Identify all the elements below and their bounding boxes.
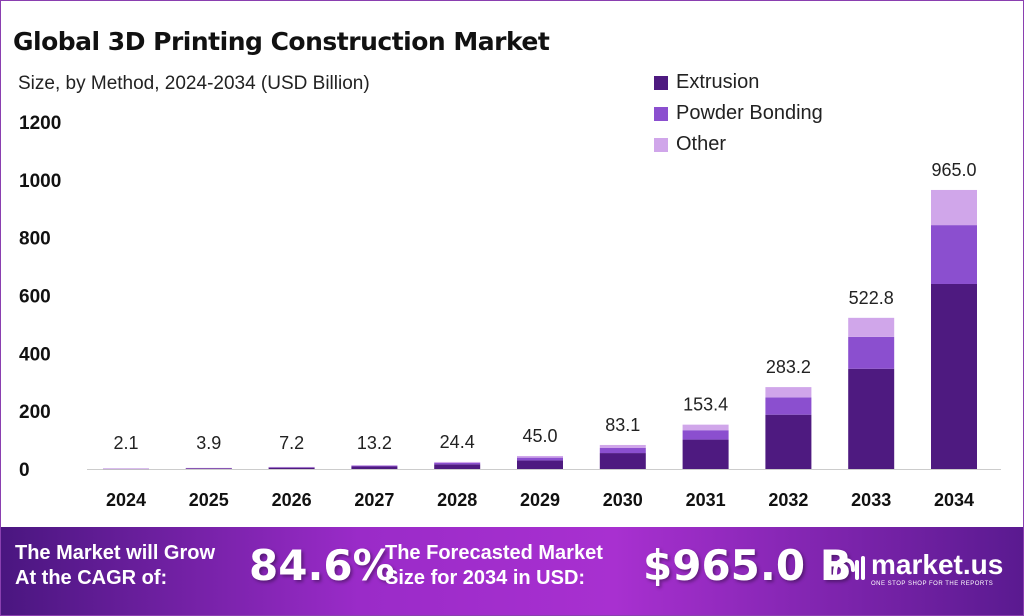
bar-powder-bonding-2026 [268,467,315,468]
x-tick-label: 2025 [189,490,229,510]
logo-text: market.us [871,549,1004,580]
bar-other-2024 [103,468,149,469]
bar-extrusion-2027 [351,466,398,469]
total-label: 153.4 [683,395,728,415]
y-tick-label: 1200 [19,113,61,134]
bar-chart: 0 200 400 600 800 1000 1200 2.1 2024 3.9 2025 7.2 20… [19,113,1001,510]
bar-extrusion-2034 [931,283,977,469]
bar-extrusion-2025 [185,468,232,469]
total-label: 45.0 [522,426,557,446]
legend-item-powder-bonding: Powder Bonding [654,98,823,129]
total-label: 283.2 [766,357,811,377]
bar-extrusion-2031 [682,439,729,469]
legend: Extrusion Powder Bonding Other [654,67,823,160]
legend-label: Powder Bonding [676,102,823,124]
cagr-value: 84.6% [249,541,395,590]
legend-item-other: Other [654,129,823,160]
forecast-label-line: Size for 2034 in USD: [385,567,586,589]
total-label: 2.1 [113,433,138,453]
bar-extrusion-2029 [517,460,563,469]
total-label: 965.0 [931,160,976,180]
legend-label: Other [676,133,727,155]
chart-subtitle: Size, by Method, 2024-2034 (USD Billion) [18,73,370,94]
y-tick-label: 400 [19,344,51,365]
forecast-value: $965.0 B [643,541,852,590]
x-tick-label: 2034 [934,490,974,510]
x-tick-label: 2032 [768,490,808,510]
forecast-label: The Forecasted Market Size for 2034 in US… [385,541,603,591]
bar-powder-bonding-2029 [517,457,563,461]
bar-powder-bonding-2030 [599,448,646,454]
logo-icon [833,556,865,580]
bar-extrusion-2026 [268,467,315,469]
bar-other-2033 [848,317,895,337]
x-tick-label: 2027 [354,490,394,510]
y-tick-label: 1000 [19,171,61,192]
logo-tagline: ONE STOP SHOP FOR THE REPORTS [871,581,994,587]
forecast-label-line: The Forecasted Market [385,542,603,564]
market-us-logo: market.us ONE STOP SHOP FOR THE REPORTS [831,549,1003,587]
y-tick-label: 600 [19,287,51,308]
bar-other-2032 [765,387,812,398]
summary-banner: The Market will Grow At the CAGR of: 84.6… [1,527,1023,615]
legend-label: Extrusion [676,71,760,93]
total-label: 3.9 [196,433,221,453]
x-tick-label: 2031 [686,490,726,510]
y-tick-label: 200 [19,402,51,423]
legend-swatch [654,137,668,152]
bar-powder-bonding-2027 [351,465,398,467]
cagr-label-line: The Market will Grow [15,542,216,564]
cagr-label: The Market will Grow At the CAGR of: [15,541,215,591]
x-tick-label: 2029 [520,490,560,510]
bar-extrusion-2030 [599,453,646,469]
bar-other-2026 [268,466,315,468]
bar-other-2034 [931,189,977,226]
x-tick-label: 2030 [603,490,643,510]
cagr-label-line: At the CAGR of: [15,567,168,589]
bar-powder-bonding-2033 [848,336,895,369]
y-tick-label: 800 [19,229,51,250]
bar-other-2027 [351,465,398,466]
bar-extrusion-2028 [434,464,481,469]
bar-powder-bonding-2028 [434,462,481,465]
y-tick-label: 0 [19,460,30,481]
bar-other-2025 [185,467,232,469]
bar-extrusion-2033 [848,368,895,469]
total-label: 13.2 [357,433,392,453]
chart-title: Global 3D Printing Construction Market [13,27,550,56]
bar-extrusion-2032 [765,414,812,469]
legend-swatch [654,75,668,90]
x-tick-label: 2033 [851,490,891,510]
bar-other-2029 [517,455,563,458]
bar-other-2031 [682,424,729,431]
total-label: 83.1 [605,415,640,435]
total-label: 24.4 [440,432,475,452]
x-tick-label: 2026 [272,490,312,510]
bar-other-2028 [434,461,481,463]
bar-powder-bonding-2034 [931,225,977,284]
total-label: 7.2 [279,433,304,453]
total-label: 522.8 [849,288,894,308]
legend-swatch [654,106,668,121]
bar-other-2030 [599,444,646,449]
x-tick-label: 2028 [437,490,477,510]
x-tick-label: 2024 [106,490,146,510]
bar-powder-bonding-2031 [682,430,729,440]
legend-item-extrusion: Extrusion [654,67,823,98]
bar-powder-bonding-2032 [765,397,812,415]
